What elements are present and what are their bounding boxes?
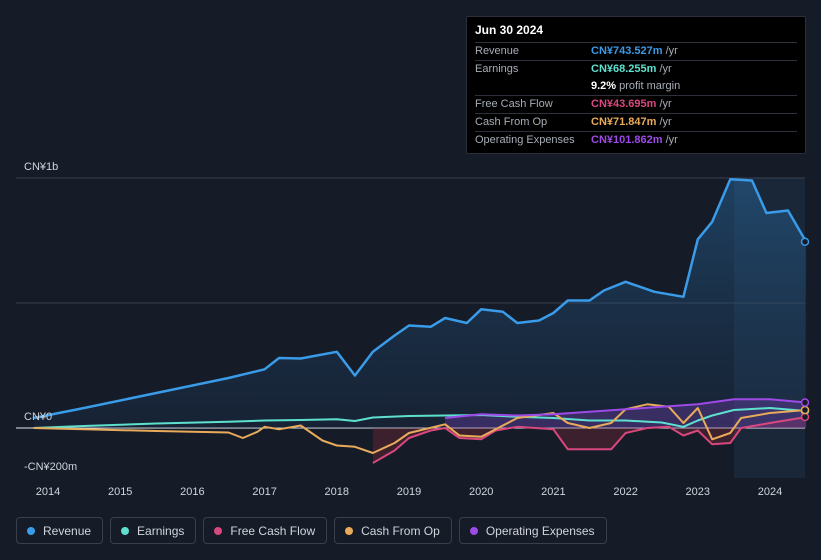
series-end-marker-free-cash-flow (800, 412, 810, 422)
x-tick-label: 2018 (325, 486, 349, 498)
tooltip-row-value: CN¥43.695m (591, 98, 657, 110)
tooltip-row-label: Revenue (475, 45, 520, 57)
legend-label: Revenue (43, 523, 92, 538)
legend-dot-icon (469, 526, 478, 535)
tooltip-row: 9.2% profit margin (475, 78, 797, 95)
legend-item-operating-expenses[interactable]: Operating Expenses (458, 517, 607, 544)
tooltip-row-label: Free Cash Flow (475, 98, 553, 110)
series-area-free-cash-flow (372, 417, 807, 463)
series-end-marker-cash-from-op (800, 405, 810, 415)
x-tick-label: 2020 (469, 486, 493, 498)
legend: Revenue Earnings Free Cash Flow Cash From O… (16, 517, 607, 544)
x-tick-label: 2019 (397, 486, 421, 498)
tooltip-row-value: CN¥743.527m (591, 45, 663, 57)
series-line-operating-expenses (444, 398, 807, 419)
tooltip-row-value: CN¥68.255m (591, 63, 657, 75)
legend-dot-icon (345, 526, 354, 535)
legend-item-cash-from-op[interactable]: Cash From Op (334, 517, 452, 544)
series-area-revenue (33, 179, 807, 428)
tooltip-row-label: Cash From Op (475, 116, 548, 128)
tooltip-row-unit: /yr (665, 134, 678, 146)
legend-item-earnings[interactable]: Earnings (110, 517, 197, 544)
series-line-free-cash-flow (372, 416, 807, 464)
legend-dot-icon (27, 526, 35, 535)
legend-label: Earnings (137, 523, 185, 538)
tooltip-row: Earnings CN¥68.255m/yr (475, 60, 797, 78)
x-tick-label: 2024 (758, 486, 782, 498)
y-label-bottom: -CN¥200m (24, 461, 78, 473)
tooltip-row: Free Cash Flow CN¥43.695m/yr (475, 95, 797, 113)
series-line-cash-from-op (33, 403, 807, 454)
legend-label: Free Cash Flow (230, 523, 316, 538)
tooltip-row: Revenue CN¥743.527m/yr (475, 42, 797, 60)
legend-dot-icon (121, 526, 130, 535)
tooltip-row-unit: /yr (659, 98, 672, 110)
series-line-revenue (33, 178, 808, 420)
tooltip-row-unit: /yr (665, 45, 678, 57)
tooltip-row: Operating Expenses CN¥101.862m/yr (475, 131, 797, 149)
y-label-zero: CN¥0 (24, 411, 53, 423)
x-tick-label: 2023 (686, 486, 710, 498)
tooltip-row-label: Earnings (475, 63, 519, 75)
x-tick-label: 2016 (180, 486, 204, 498)
legend-item-revenue[interactable]: Revenue (16, 517, 104, 544)
tooltip-row: Cash From Op CN¥71.847m/yr (475, 113, 797, 131)
series-area-operating-expenses (445, 399, 807, 428)
series-end-marker-revenue (800, 237, 810, 246)
tooltip-row-label: Operating Expenses (475, 134, 575, 146)
x-tick-label: 2017 (252, 486, 276, 498)
x-tick-label: 2014 (36, 486, 60, 498)
tooltip-row-value: 9.2% (591, 80, 617, 92)
tooltip-date: Jun 30 2024 (475, 23, 544, 37)
legend-dot-icon (214, 526, 223, 535)
tooltip-row-value: CN¥71.847m (591, 116, 657, 128)
legend-label: Operating Expenses (485, 523, 595, 538)
legend-item-free-cash-flow[interactable]: Free Cash Flow (203, 517, 328, 544)
legend-label: Cash From Op (361, 523, 440, 538)
tooltip: Jun 30 2024 Revenue CN¥743.527m/yr Earning… (466, 16, 806, 154)
y-label-top: CN¥1b (24, 161, 59, 173)
tooltip-row-unit: profit margin (619, 80, 681, 92)
tooltip-row-label (475, 78, 591, 95)
x-tick-label: 2022 (613, 486, 637, 498)
tooltip-row-unit: /yr (659, 116, 672, 128)
series-end-marker-operating-expenses (800, 398, 810, 407)
tooltip-row-value: CN¥101.862m (591, 134, 663, 146)
tooltip-row-unit: /yr (659, 63, 672, 75)
x-tick-label: 2015 (108, 486, 132, 498)
x-tick-label: 2021 (541, 486, 565, 498)
